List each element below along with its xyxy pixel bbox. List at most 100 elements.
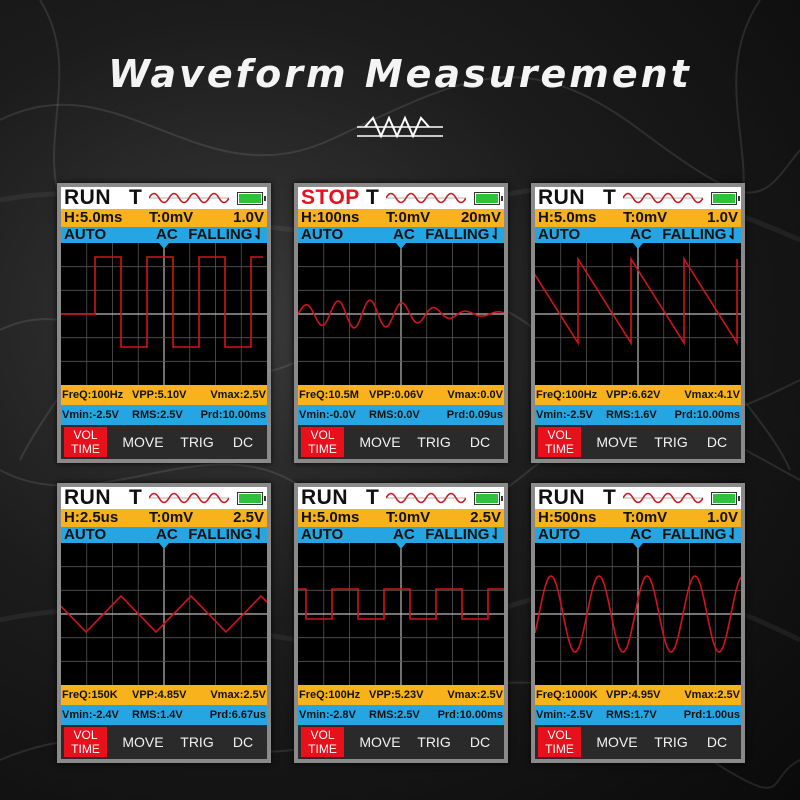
voltage-division-value[interactable]: 2.5V bbox=[233, 509, 264, 526]
vmax-readout: Vmax:0.0V bbox=[447, 389, 503, 401]
trigger-edge[interactable]: FALLING⇃ bbox=[188, 227, 265, 243]
mode-bar: AUTO AC FALLING⇃ bbox=[61, 227, 267, 243]
trigger-level-value[interactable]: T:0mV bbox=[623, 509, 668, 526]
move-button[interactable]: MOVE bbox=[359, 734, 401, 750]
rms-readout: RMS:1.7V bbox=[606, 709, 657, 721]
voltage-division-value[interactable]: 20mV bbox=[460, 209, 501, 226]
rms-readout: RMS:0.0V bbox=[369, 409, 420, 421]
trig-button[interactable]: TRIG bbox=[180, 434, 214, 450]
coupling-mode[interactable]: AC bbox=[630, 526, 652, 543]
measurement-row-1: FreQ:10.5M VPP:0.06V Vmax:0.0V bbox=[298, 385, 504, 405]
trig-button[interactable]: TRIG bbox=[654, 434, 688, 450]
trigger-position-marker[interactable] bbox=[633, 543, 643, 549]
falling-edge-icon: ⇃ bbox=[489, 526, 502, 543]
battery-fill bbox=[713, 494, 735, 503]
trigger-edge[interactable]: FALLING⇃ bbox=[662, 227, 739, 243]
vol-time-button[interactable]: VOL TIME bbox=[301, 427, 344, 457]
vol-time-button[interactable]: VOL TIME bbox=[538, 427, 581, 457]
measurement-row-1: FreQ:1000K VPP:4.95V Vmax:2.5V bbox=[535, 685, 741, 705]
trig-button[interactable]: TRIG bbox=[417, 434, 451, 450]
battery-fill bbox=[239, 494, 261, 503]
vol-time-button[interactable]: VOL TIME bbox=[538, 727, 581, 757]
trig-button[interactable]: TRIG bbox=[180, 734, 214, 750]
coupling-mode[interactable]: AC bbox=[156, 526, 178, 543]
coupling-mode[interactable]: AC bbox=[156, 226, 178, 243]
dc-button[interactable]: DC bbox=[706, 734, 728, 750]
trigger-label: T bbox=[603, 186, 616, 209]
trigger-level-value[interactable]: T:0mV bbox=[149, 509, 194, 526]
move-button[interactable]: MOVE bbox=[359, 434, 401, 450]
run-status[interactable]: RUN bbox=[538, 186, 585, 209]
trigger-position-marker[interactable] bbox=[396, 243, 406, 249]
dc-button[interactable]: DC bbox=[706, 434, 728, 450]
vol-time-button[interactable]: VOL TIME bbox=[301, 727, 344, 757]
waveform-display bbox=[61, 543, 267, 685]
dc-button[interactable]: DC bbox=[232, 734, 254, 750]
coupling-mode[interactable]: AC bbox=[630, 226, 652, 243]
trigger-level-value[interactable]: T:0mV bbox=[149, 209, 194, 226]
trigger-position-marker[interactable] bbox=[159, 543, 169, 549]
timebase-bar: H:5.0ms T:0mV 1.0V bbox=[61, 209, 267, 227]
trig-button[interactable]: TRIG bbox=[654, 734, 688, 750]
trigger-label: T bbox=[366, 186, 379, 209]
trigger-level-value[interactable]: T:0mV bbox=[386, 209, 431, 226]
move-button[interactable]: MOVE bbox=[122, 734, 164, 750]
vmin-readout: Vmin:-2.8V bbox=[299, 709, 356, 721]
move-button[interactable]: MOVE bbox=[122, 434, 164, 450]
trigger-mode[interactable]: AUTO bbox=[301, 526, 344, 543]
trigger-edge[interactable]: FALLING⇃ bbox=[662, 527, 739, 543]
timebase-value[interactable]: H:100ns bbox=[301, 209, 360, 226]
voltage-division-value[interactable]: 1.0V bbox=[233, 209, 264, 226]
trigger-edge[interactable]: FALLING⇃ bbox=[425, 227, 502, 243]
timebase-value[interactable]: H:5.0ms bbox=[301, 509, 360, 526]
trigger-position-marker[interactable] bbox=[396, 543, 406, 549]
trigger-mode[interactable]: AUTO bbox=[301, 226, 344, 243]
vol-time-button[interactable]: VOL TIME bbox=[64, 427, 107, 457]
battery-icon bbox=[711, 192, 740, 205]
trigger-edge[interactable]: FALLING⇃ bbox=[188, 527, 265, 543]
dc-button[interactable]: DC bbox=[469, 734, 491, 750]
move-button[interactable]: MOVE bbox=[596, 434, 638, 450]
trigger-position-marker[interactable] bbox=[633, 243, 643, 249]
timebase-value[interactable]: H:5.0ms bbox=[538, 209, 597, 226]
trigger-level-value[interactable]: T:0mV bbox=[386, 509, 431, 526]
vol-time-button[interactable]: VOL TIME bbox=[64, 727, 107, 757]
waveform-display bbox=[61, 243, 267, 385]
run-status[interactable]: RUN bbox=[538, 486, 585, 509]
coupling-mode[interactable]: AC bbox=[393, 226, 415, 243]
sine-wave-icon bbox=[386, 192, 466, 204]
timebase-bar: H:100ns T:0mV 20mV bbox=[298, 209, 504, 227]
run-status[interactable]: STOP bbox=[301, 186, 360, 209]
period-readout: Prd:0.09us bbox=[446, 409, 503, 421]
timebase-value[interactable]: H:500ns bbox=[538, 509, 597, 526]
move-button[interactable]: MOVE bbox=[596, 734, 638, 750]
vmin-readout: Vmin:-2.4V bbox=[62, 709, 119, 721]
dc-button[interactable]: DC bbox=[232, 434, 254, 450]
measurement-row-1: FreQ:100Hz VPP:5.10V Vmax:2.5V bbox=[61, 385, 267, 405]
trig-button[interactable]: TRIG bbox=[417, 734, 451, 750]
timebase-value[interactable]: H:2.5us bbox=[64, 509, 119, 526]
dc-button[interactable]: DC bbox=[469, 434, 491, 450]
trigger-mode[interactable]: AUTO bbox=[538, 526, 581, 543]
vmax-readout: Vmax:2.5V bbox=[684, 689, 740, 701]
run-status[interactable]: RUN bbox=[64, 186, 111, 209]
trigger-mode[interactable]: AUTO bbox=[64, 526, 107, 543]
voltage-division-value[interactable]: 2.5V bbox=[470, 509, 501, 526]
trigger-level-value[interactable]: T:0mV bbox=[623, 209, 668, 226]
timebase-value[interactable]: H:5.0ms bbox=[64, 209, 123, 226]
trigger-edge[interactable]: FALLING⇃ bbox=[425, 527, 502, 543]
trigger-mode[interactable]: AUTO bbox=[538, 226, 581, 243]
trigger-position-marker[interactable] bbox=[159, 243, 169, 249]
trigger-label: T bbox=[603, 486, 616, 509]
time-label: TIME bbox=[545, 742, 574, 756]
status-bar: RUN T bbox=[298, 487, 504, 509]
vpp-readout: VPP:6.62V bbox=[606, 389, 661, 401]
trigger-edge-label: FALLING bbox=[425, 226, 490, 243]
voltage-division-value[interactable]: 1.0V bbox=[707, 209, 738, 226]
run-status[interactable]: RUN bbox=[301, 486, 348, 509]
voltage-division-value[interactable]: 1.0V bbox=[707, 509, 738, 526]
vpp-readout: VPP:0.06V bbox=[369, 389, 424, 401]
coupling-mode[interactable]: AC bbox=[393, 526, 415, 543]
run-status[interactable]: RUN bbox=[64, 486, 111, 509]
trigger-mode[interactable]: AUTO bbox=[64, 226, 107, 243]
